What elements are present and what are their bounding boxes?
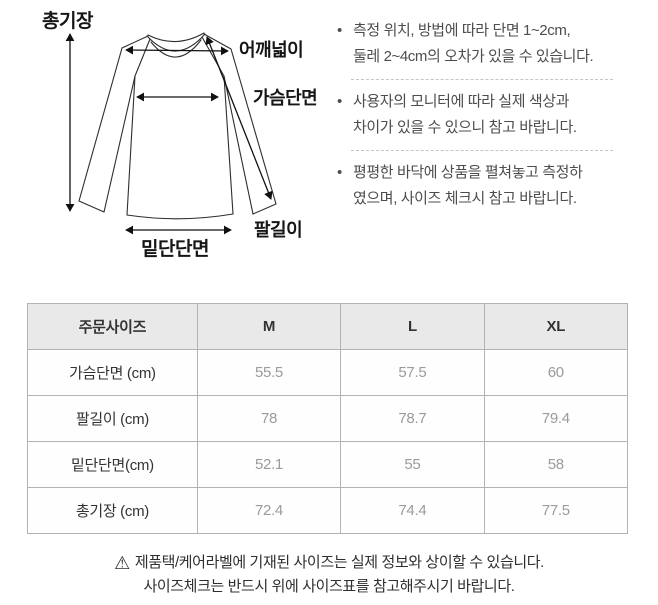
cell-sleeve-l: 78.7 bbox=[340, 395, 485, 442]
table-row: 가슴단면 (cm) 55.5 57.5 60 bbox=[27, 349, 629, 396]
size-warning: ⚠ 제품택/케어라벨에 기재된 사이즈는 실제 정보와 상이할 수 있습니다. 사… bbox=[0, 551, 658, 598]
table-row: 팔길이 (cm) 78 78.7 79.4 bbox=[27, 395, 629, 442]
cell-sleeve-m: 78 bbox=[196, 395, 342, 442]
note-line: 사용자의 모니터에 따라 실제 색상과 bbox=[353, 93, 570, 110]
cell-chest-xl: 60 bbox=[483, 349, 629, 396]
cell-length-xl: 77.5 bbox=[483, 487, 629, 534]
left-body-line bbox=[126, 75, 136, 216]
column-header-m: M bbox=[196, 303, 342, 350]
cell-hem-xl: 58 bbox=[483, 441, 629, 488]
note-line: 였으며, 사이즈 체크시 참고 바랍니다. bbox=[353, 190, 577, 207]
cell-hem-m: 52.1 bbox=[196, 441, 342, 488]
column-header-l: L bbox=[340, 303, 485, 350]
dashed-divider bbox=[351, 150, 613, 151]
cell-hem-l: 55 bbox=[340, 441, 485, 488]
total-length-label: 총기장 bbox=[42, 11, 93, 32]
warning-row-1: ⚠ 제품택/케어라벨에 기재된 사이즈는 실제 정보와 상이할 수 있습니다. bbox=[0, 551, 658, 575]
size-diagram: 총기장 어깨넓이 가슴단면 팔길이 밑단단면 bbox=[0, 0, 335, 295]
collar-rib-line bbox=[150, 39, 202, 58]
dashed-divider bbox=[351, 79, 613, 80]
row-label-sleeve: 팔길이 (cm) bbox=[27, 395, 198, 442]
warning-line-1: 제품택/케어라벨에 기재된 사이즈는 실제 정보와 상이할 수 있습니다. bbox=[134, 554, 545, 571]
note-line: 둘레 2~4cm의 오차가 있을 수 있습니다. bbox=[353, 48, 594, 65]
cell-chest-m: 55.5 bbox=[196, 349, 342, 396]
note-line: 차이가 있을 수 있으니 참고 바랍니다. bbox=[353, 119, 577, 136]
table-row: 총기장 (cm) 72.4 74.4 77.5 bbox=[27, 487, 629, 534]
row-label-hem: 밑단단면(cm) bbox=[27, 441, 198, 488]
shoulder-width-label: 어깨넓이 bbox=[239, 40, 304, 60]
measurement-notes: • 측정 위치, 방법에 따라 단면 1~2cm, 둘레 2~4cm의 오차가 … bbox=[337, 18, 653, 212]
warning-line-2: 사이즈체크는 반드시 위에 사이즈표를 참고해주시기 바랍니다. bbox=[143, 578, 515, 595]
note-item: • 측정 위치, 방법에 따라 단면 1~2cm, 둘레 2~4cm의 오차가 … bbox=[337, 18, 653, 70]
cell-chest-l: 57.5 bbox=[340, 349, 485, 396]
row-label-total-length: 총기장 (cm) bbox=[27, 487, 198, 534]
cell-length-l: 74.4 bbox=[340, 487, 485, 534]
row-label-chest: 가슴단면 (cm) bbox=[27, 349, 198, 396]
cell-length-m: 72.4 bbox=[196, 487, 342, 534]
table-row: 밑단단면(cm) 52.1 55 58 bbox=[27, 441, 629, 488]
column-header-xl: XL bbox=[483, 303, 629, 350]
bullet-icon: • bbox=[337, 93, 342, 110]
shirt-outline-drawing bbox=[65, 32, 277, 235]
cell-sleeve-xl: 79.4 bbox=[483, 395, 629, 442]
note-item: • 사용자의 모니터에 따라 실제 색상과 차이가 있을 수 있으니 참고 바랍… bbox=[337, 89, 653, 141]
size-table: 주문사이즈 M L XL 가슴단면 (cm) 55.5 57.5 60 팔길이 … bbox=[27, 303, 629, 534]
left-raglan-seam-line bbox=[103, 38, 151, 213]
note-line: 평평한 바닥에 상품을 펼쳐놓고 측정하 bbox=[353, 164, 583, 181]
warning-icon: ⚠ bbox=[114, 553, 130, 573]
bullet-icon: • bbox=[337, 164, 342, 181]
note-line: 측정 위치, 방법에 따라 단면 1~2cm, bbox=[353, 22, 571, 39]
note-item: • 평평한 바닥에 상품을 펼쳐놓고 측정하 였으며, 사이즈 체크시 참고 바… bbox=[337, 160, 653, 212]
sleeve-length-arrow bbox=[205, 36, 273, 200]
hem-line bbox=[126, 213, 234, 220]
left-sleeve-line bbox=[78, 35, 149, 213]
column-header-order-size: 주문사이즈 bbox=[27, 303, 198, 350]
table-header-row: 주문사이즈 M L XL bbox=[27, 303, 629, 350]
sleeve-length-label: 팔길이 bbox=[254, 220, 303, 240]
collar-back-line bbox=[147, 32, 205, 43]
chest-width-label: 가슴단면 bbox=[253, 88, 318, 108]
bullet-icon: • bbox=[337, 22, 342, 39]
hem-width-label: 밑단단면 bbox=[141, 239, 209, 260]
